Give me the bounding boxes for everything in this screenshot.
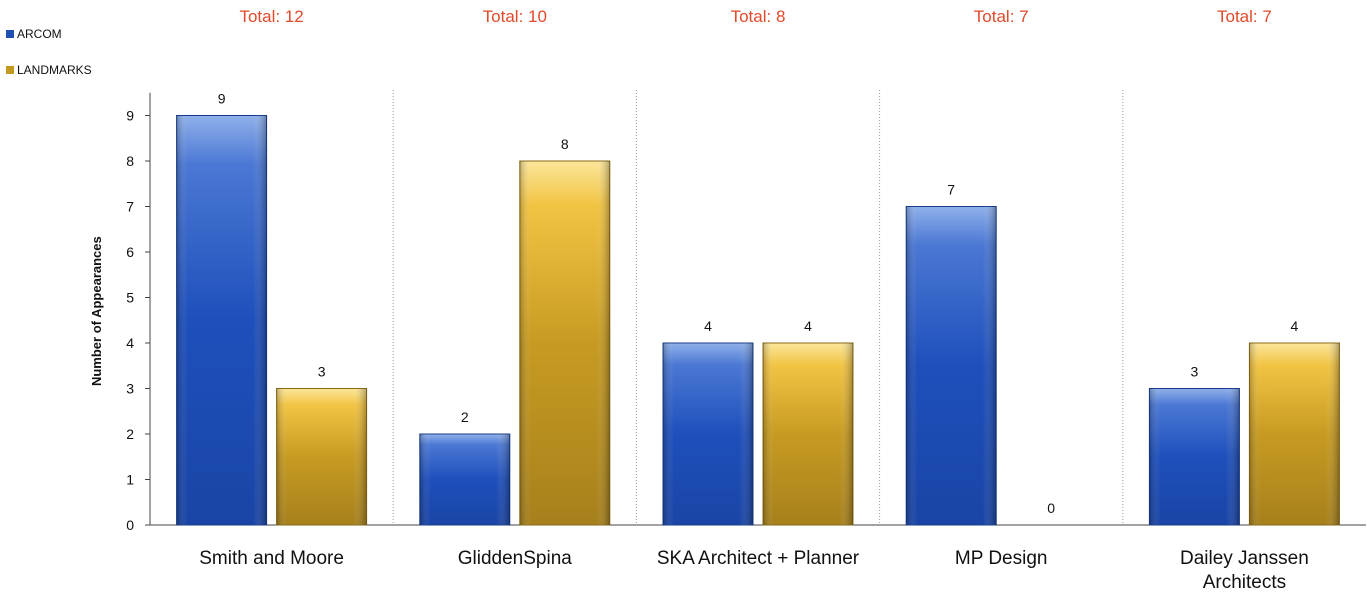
y-tick-label: 8 [126, 153, 134, 169]
data-label-landmarks-mp-design: 0 [1047, 500, 1055, 516]
category-label-smith-and-moore: Smith and Moore [199, 548, 344, 569]
y-tick-label: 0 [126, 517, 134, 533]
y-tick-label: 7 [126, 199, 134, 215]
y-axis-title: Number of Appearances [89, 236, 104, 386]
data-label-landmarks-ska-architect-planner: 4 [804, 318, 812, 334]
bar-shading-arcom-dailey-janssen-architects [1149, 388, 1240, 525]
data-label-landmarks-gliddenspina: 8 [561, 136, 569, 152]
legend-swatch-landmarks [6, 66, 14, 74]
y-tick-label: 2 [126, 426, 134, 442]
legend-label-arcom: ARCOM [17, 27, 62, 41]
legend-item-arcom: ARCOM [6, 27, 62, 41]
data-label-landmarks-smith-and-moore: 3 [318, 364, 326, 380]
total-label-gliddenspina: Total: 10 [483, 7, 547, 26]
data-label-arcom-smith-and-moore: 9 [218, 91, 226, 107]
y-tick-label: 6 [126, 244, 134, 260]
y-tick-label: 5 [126, 290, 134, 306]
data-label-arcom-dailey-janssen-architects: 3 [1191, 364, 1199, 380]
bar-shading-landmarks-smith-and-moore [276, 388, 367, 525]
legend-label-landmarks: LANDMARKS [17, 63, 92, 77]
category-label-dailey-janssen-architects-line2: Architects [1203, 572, 1286, 593]
y-tick-label: 1 [126, 472, 134, 488]
total-label-mp-design: Total: 7 [974, 7, 1029, 26]
bar-shading-arcom-gliddenspina [419, 434, 510, 525]
category-label-gliddenspina: GliddenSpina [458, 548, 573, 569]
y-tick-label: 3 [126, 381, 134, 397]
data-label-landmarks-dailey-janssen-architects: 4 [1291, 318, 1299, 334]
bar-shading-landmarks-gliddenspina [519, 161, 610, 525]
bar-shading-arcom-mp-design [906, 206, 997, 525]
total-label-smith-and-moore: Total: 12 [239, 7, 303, 26]
y-tick-label: 4 [126, 335, 134, 351]
legend-item-landmarks: LANDMARKS [6, 63, 92, 77]
total-label-dailey-janssen-architects: Total: 7 [1217, 7, 1272, 26]
data-label-arcom-mp-design: 7 [947, 182, 955, 198]
y-tick-label: 9 [126, 108, 134, 124]
category-label-ska-architect-planner: SKA Architect + Planner [657, 548, 860, 569]
bar-shading-arcom-smith-and-moore [176, 115, 267, 525]
legend-swatch-arcom [6, 30, 14, 38]
data-label-arcom-gliddenspina: 2 [461, 409, 469, 425]
total-label-ska-architect-planner: Total: 8 [731, 7, 786, 26]
bar-shading-arcom-ska-architect-planner [663, 343, 753, 525]
bar-shading-landmarks-dailey-janssen-architects [1249, 343, 1340, 525]
category-label-dailey-janssen-architects-line1: Dailey Janssen [1180, 548, 1309, 569]
bar-shading-landmarks-ska-architect-planner [763, 343, 853, 525]
category-label-mp-design: MP Design [955, 548, 1048, 569]
data-label-arcom-ska-architect-planner: 4 [704, 318, 712, 334]
